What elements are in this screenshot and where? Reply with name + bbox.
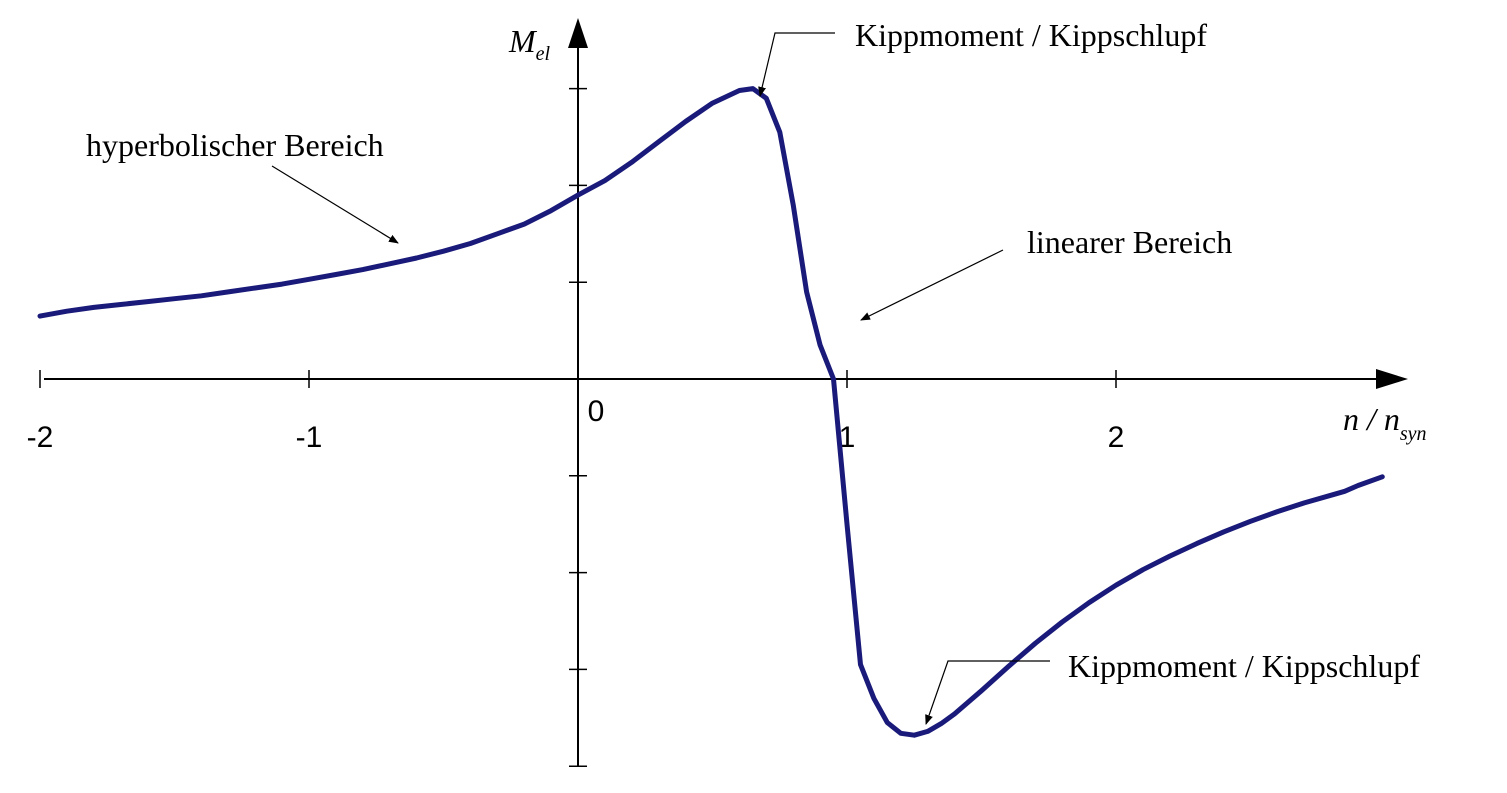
- x-tick-label: 2: [1108, 421, 1125, 454]
- x-axis-label-sub: syn: [1400, 423, 1427, 445]
- annotation-label-hyperbolic: hyperbolischer Bereich: [86, 127, 384, 163]
- series-line: [37, 86, 1385, 738]
- y-axis-label: Mel: [508, 23, 551, 65]
- annotation-leader-kippmoment-top: [758, 32, 835, 97]
- x-tick-label: -2: [27, 421, 54, 454]
- annotation-label-linear: linearer Bereich: [1027, 224, 1232, 260]
- x-axis-label-main: n / n: [1343, 401, 1400, 437]
- annotation-label-kippmoment-top: Kippmoment / Kippschlupf: [855, 17, 1207, 53]
- x-ticks: [39, 370, 1117, 388]
- y-axis-arrowhead: [568, 18, 588, 48]
- y-axis-label-sub: el: [536, 43, 551, 65]
- x-axis-arrowhead: [1376, 369, 1408, 389]
- x-axis-label: n / nsyn: [1343, 401, 1427, 445]
- annotation-leader-linear: [860, 249, 1004, 321]
- x-tick-label: 0: [588, 395, 605, 428]
- x-tick-label: -1: [296, 421, 323, 454]
- annotation-leader-hyperbolic: [271, 165, 399, 244]
- annotation-leader-kippmoment-bottom: [925, 660, 1050, 725]
- x-tick-label: 1: [839, 421, 856, 454]
- y-axis-label-main: M: [508, 23, 538, 59]
- y-ticks: [569, 87, 587, 767]
- annotation-label-kippmoment-bottom: Kippmoment / Kippschlupf: [1068, 648, 1420, 684]
- x-tick-labels: -2 -1 0 1 2: [27, 395, 1125, 454]
